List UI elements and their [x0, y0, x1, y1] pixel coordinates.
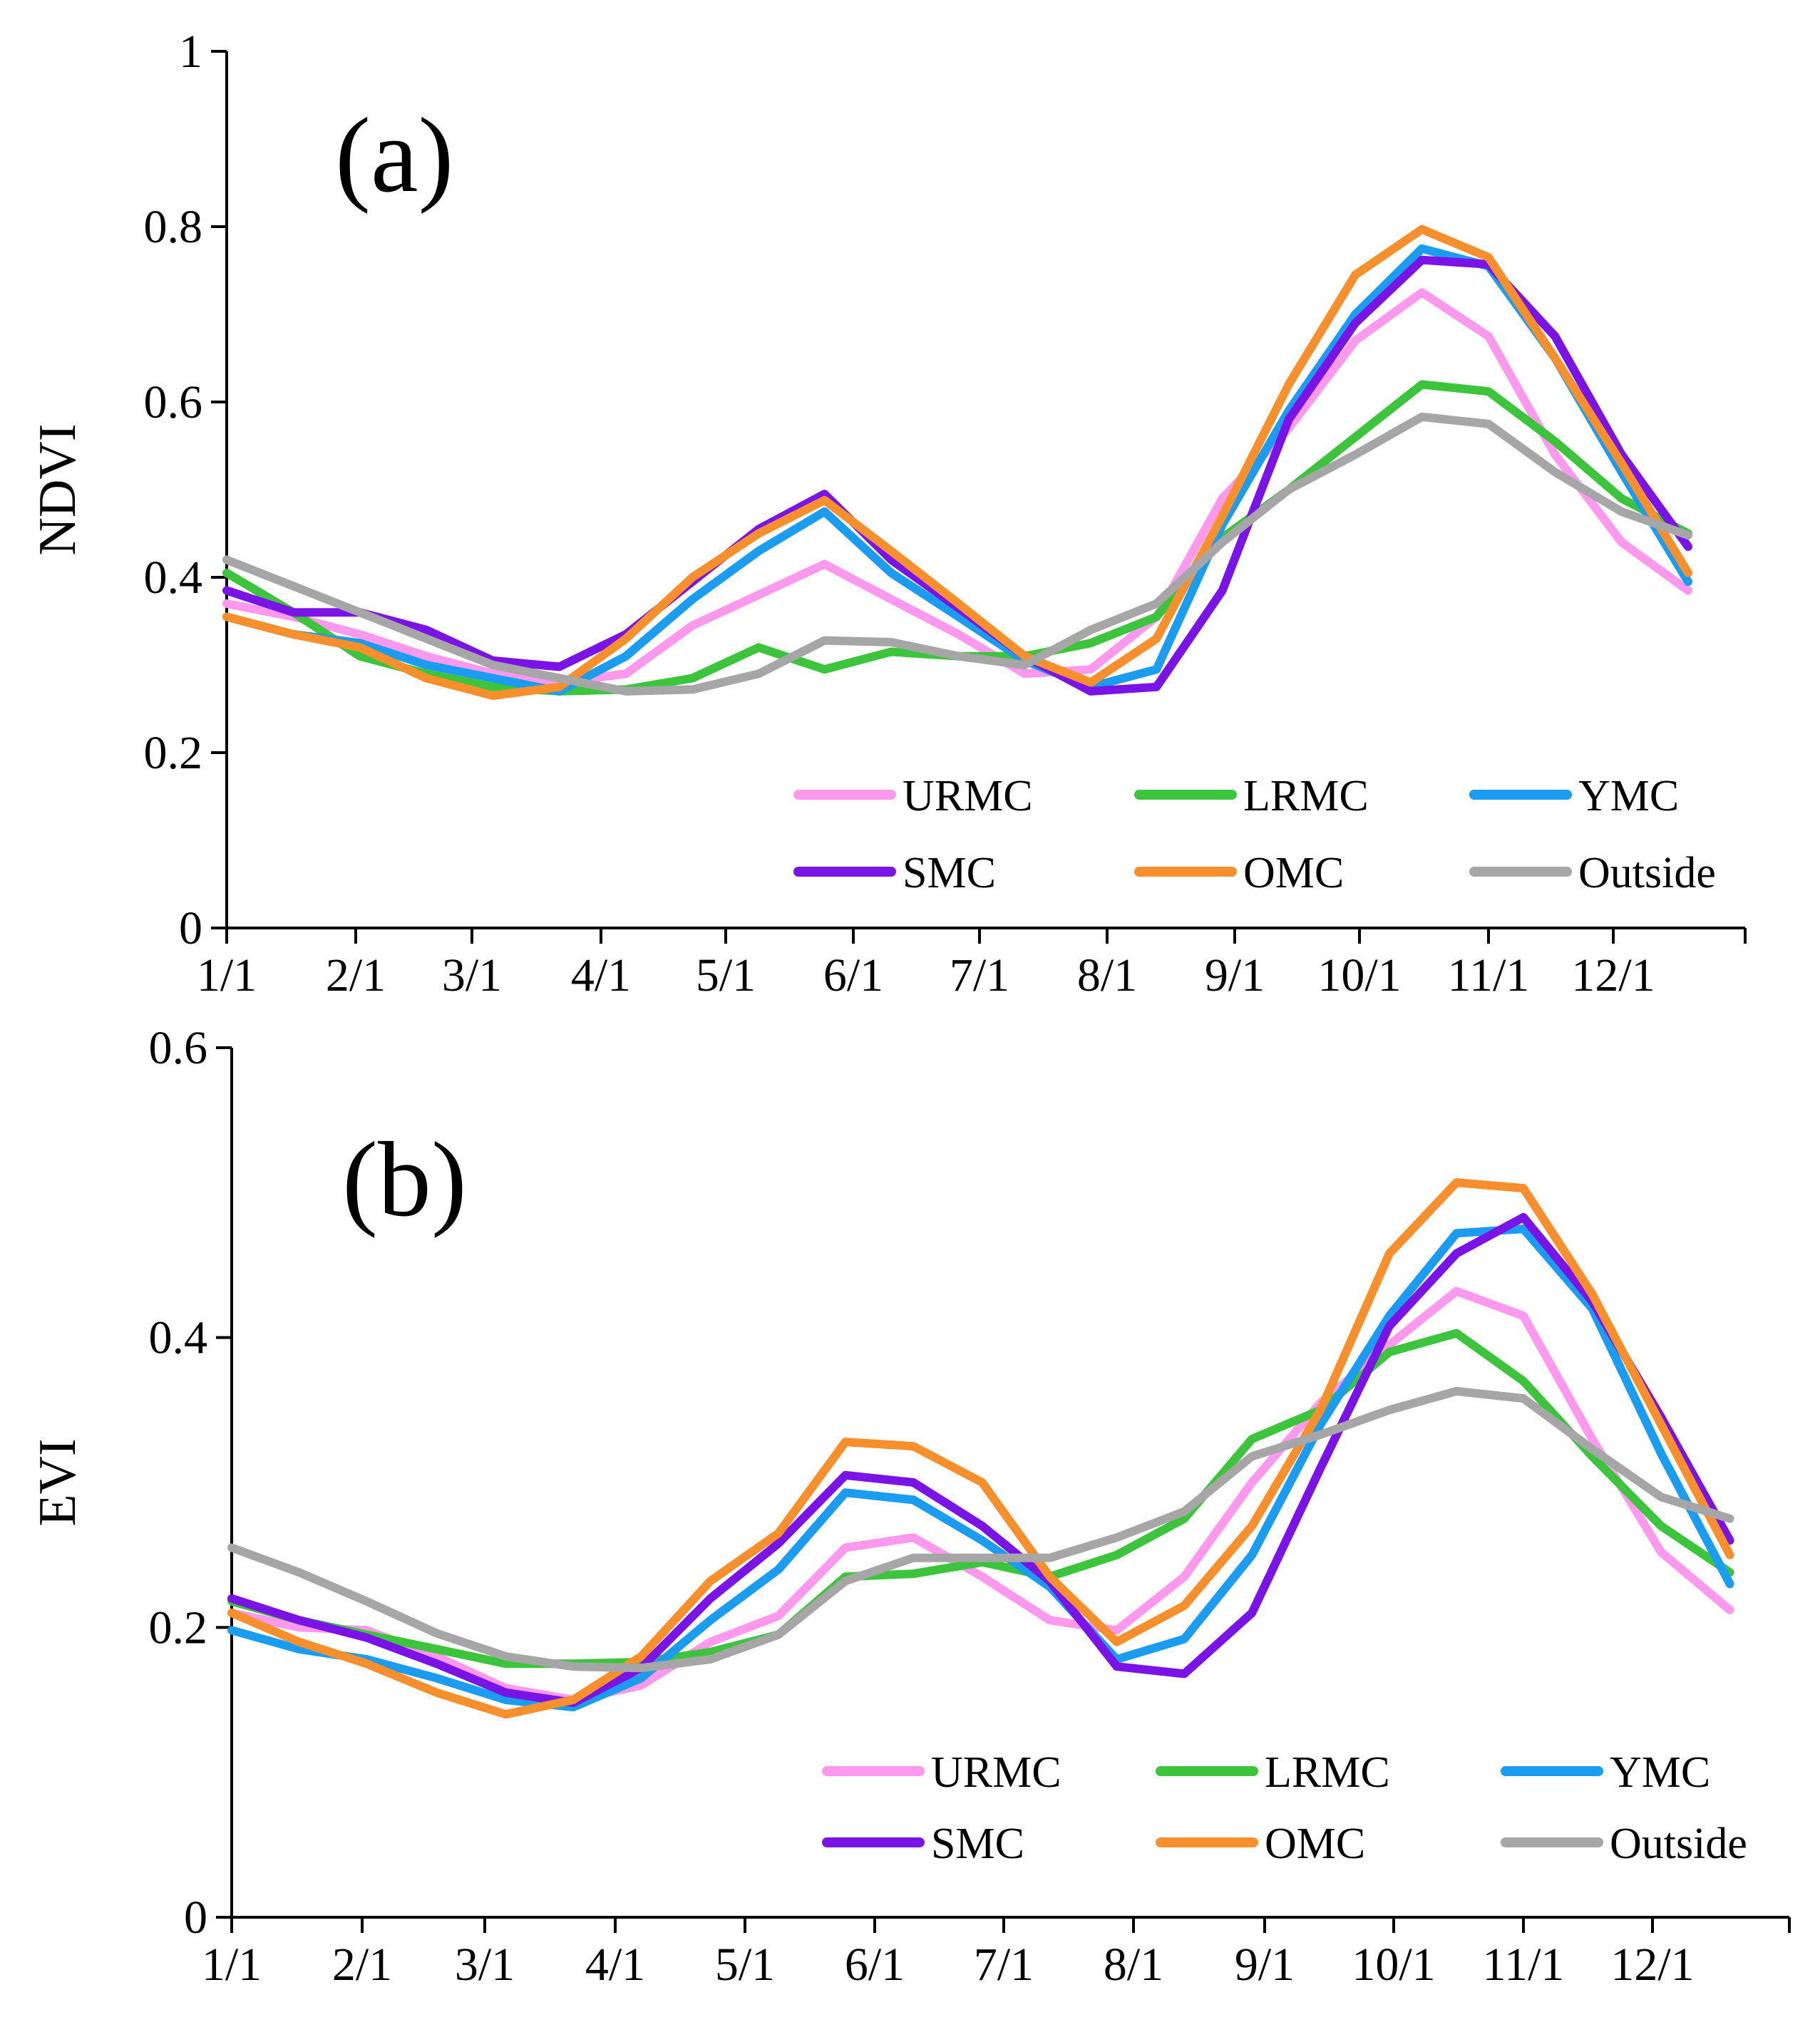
- series-line-outside: [227, 1386, 1734, 1673]
- legend-label-urmc: URMC: [903, 772, 1033, 820]
- legend: URMC LRMC YMC SMC OMC Outside: [822, 1748, 1747, 1868]
- x-tick-label: 10/1: [1317, 949, 1401, 1001]
- y-tick-label: 0.8: [144, 201, 203, 253]
- series-line-lrmc: [227, 1329, 1734, 1669]
- legend-label-smc: SMC: [903, 849, 996, 897]
- x-tick-label: 2/1: [326, 949, 386, 1001]
- series-line-urmc: [222, 288, 1692, 687]
- legend-label-omc: OMC: [1265, 1820, 1365, 1868]
- x-tick-label: 2/1: [332, 1939, 392, 1991]
- x-tick-label: 6/1: [845, 1939, 905, 1991]
- chart-panel-b: 0 0.2 0.4 0.6 1/1 2/1 3/1 4/1 5/1 6/1 7/1 8/1 9/1 10/…: [29, 1022, 1791, 1991]
- y-tick-label: 0.6: [149, 1022, 208, 1074]
- panel-label: (a): [335, 96, 453, 215]
- y-tick-label: 0.4: [144, 552, 203, 604]
- x-tick-label: 7/1: [974, 1939, 1034, 1991]
- series-line-ymc: [222, 244, 1692, 696]
- series-line-urmc: [227, 1286, 1734, 1704]
- y-axis-title: EVI: [29, 1438, 87, 1526]
- x-tick-label: 4/1: [585, 1939, 645, 1991]
- y-tick-label: 0.4: [149, 1312, 208, 1364]
- x-tick-label: 9/1: [1235, 1939, 1295, 1991]
- legend: URMC LRMC YMC SMC OMC Outside: [793, 772, 1716, 897]
- legend-label-lrmc: LRMC: [1265, 1748, 1390, 1797]
- x-tick-label: 8/1: [1077, 949, 1137, 1001]
- x-tick-label: 5/1: [715, 1939, 775, 1991]
- y-tick-label: 0.2: [144, 727, 203, 779]
- legend-label-outside: Outside: [1610, 1820, 1747, 1868]
- y-tick-label: 0.6: [144, 376, 203, 428]
- x-tick-label: 1/1: [202, 1939, 262, 1991]
- x-tick-label: 3/1: [455, 1939, 515, 1991]
- x-tick-label: 7/1: [950, 949, 1009, 1001]
- series-line-smc: [227, 1212, 1734, 1708]
- x-tick-label: 1/1: [197, 949, 257, 1001]
- x-tick-label: 12/1: [1610, 1939, 1694, 1991]
- x-tick-label: 6/1: [823, 949, 883, 1001]
- x-tick-label: 11/1: [1448, 949, 1530, 1001]
- x-tick-label: 8/1: [1104, 1939, 1163, 1991]
- x-tick-label: 3/1: [442, 949, 502, 1001]
- legend-label-ymc: YMC: [1578, 772, 1679, 820]
- series-line-outside: [222, 412, 1692, 696]
- y-tick-label: 0.2: [149, 1602, 208, 1654]
- y-tick-label: 1: [179, 26, 202, 78]
- series-line-omc: [222, 225, 1692, 700]
- x-tick-label: 4/1: [571, 949, 631, 1001]
- legend-label-ymc: YMC: [1610, 1748, 1710, 1797]
- legend-label-urmc: URMC: [931, 1748, 1061, 1797]
- x-tick-label: 10/1: [1352, 1939, 1435, 1991]
- legend-label-outside: Outside: [1578, 849, 1716, 897]
- legend-label-omc: OMC: [1243, 849, 1344, 897]
- x-tick-label: 11/1: [1483, 1939, 1565, 1991]
- x-tick-label: 12/1: [1571, 949, 1655, 1001]
- panel-label: (b): [342, 1120, 467, 1239]
- series-line-omc: [227, 1178, 1734, 1719]
- y-tick-label: 0: [184, 1892, 207, 1944]
- y-tick-label: 0: [179, 902, 202, 954]
- chart-panel-a: 00.20.40.60.811/1 2/1 3/1 4/1 5/1 6/1 7/1 8/1 9/…: [29, 26, 1747, 1001]
- x-tick-label: 9/1: [1205, 949, 1265, 1001]
- legend-label-lrmc: LRMC: [1243, 772, 1369, 820]
- y-axis-title: NDVI: [29, 424, 87, 556]
- legend-label-smc: SMC: [931, 1820, 1024, 1868]
- x-tick-label: 5/1: [696, 949, 756, 1001]
- series-line-ymc: [227, 1224, 1734, 1712]
